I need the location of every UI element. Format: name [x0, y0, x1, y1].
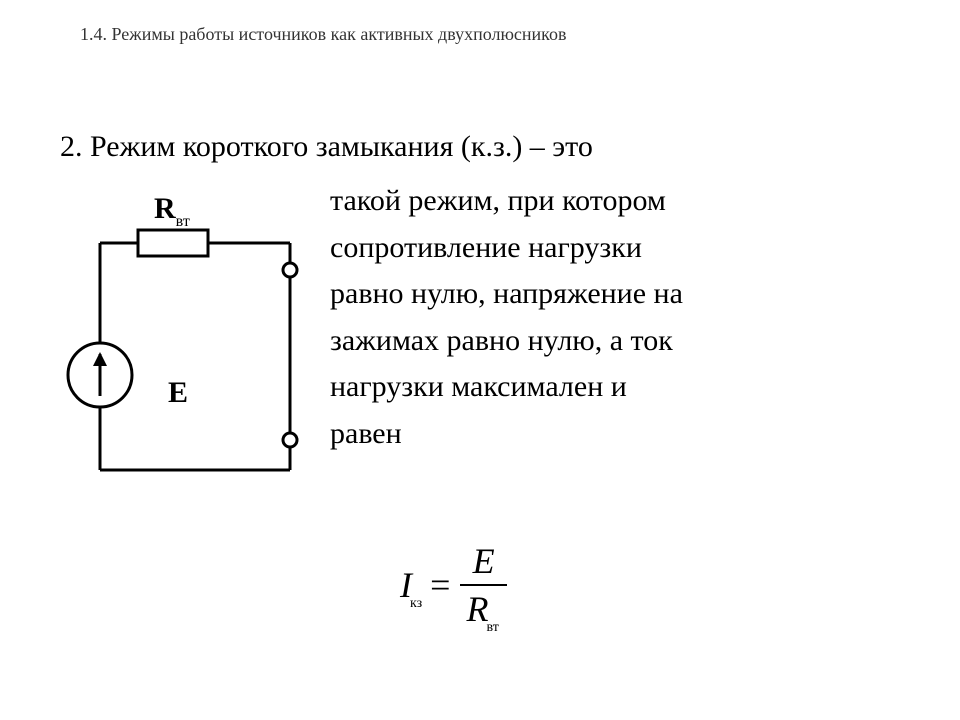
body-line-3: равно нулю, напряжение на — [330, 271, 910, 318]
formula-fraction: E Rвт — [460, 540, 506, 630]
formula-denominator: Rвт — [460, 586, 506, 630]
body-paragraph: такой режим, при котором сопротивление н… — [330, 178, 910, 457]
main-heading-text: 2. Режим короткого замыкания (к.з.) – эт… — [60, 130, 593, 163]
body-line-2: сопротивление нагрузки — [330, 225, 910, 272]
body-line-4: зажимах равно нулю, а ток — [330, 318, 910, 365]
body-line-6: равен — [330, 411, 910, 458]
body-line-5: нагрузки максимален и — [330, 364, 910, 411]
circuit-diagram: Rвт E — [60, 190, 310, 500]
formula-numerator: E — [461, 540, 507, 584]
body-line-1: такой режим, при котором — [330, 178, 910, 225]
svg-text:Rвт: Rвт — [154, 192, 190, 230]
formula-lhs-subscript: кз — [410, 596, 422, 611]
section-header-text: 1.4. Режимы работы источников как активн… — [80, 24, 567, 44]
formula: Iкз = E Rвт — [400, 540, 507, 630]
section-header: 1.4. Режимы работы источников как активн… — [80, 24, 567, 45]
formula-lhs: Iкз — [400, 564, 424, 606]
main-heading: 2. Режим короткого замыкания (к.з.) – эт… — [60, 130, 593, 164]
formula-equals: = — [430, 564, 450, 606]
formula-denominator-subscript: вт — [486, 620, 498, 635]
svg-text:E: E — [168, 376, 188, 409]
